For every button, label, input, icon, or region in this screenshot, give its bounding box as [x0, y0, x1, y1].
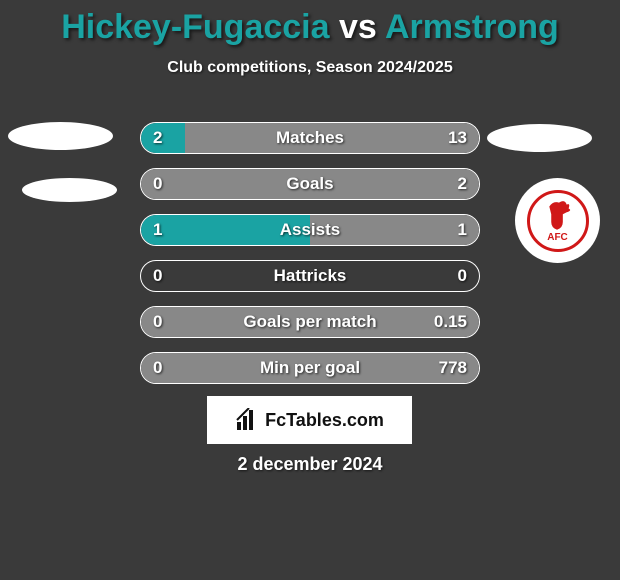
team-badge-inner: AFC	[527, 190, 589, 252]
stat-label: Goals	[141, 169, 479, 199]
logo-text: FcTables.com	[265, 410, 384, 431]
stat-label: Min per goal	[141, 353, 479, 383]
title-vs: vs	[330, 8, 385, 46]
date-text: 2 december 2024	[0, 454, 620, 475]
stat-row: 1Assists1	[140, 214, 480, 246]
stat-row: 0Goals2	[140, 168, 480, 200]
title-left: Hickey-Fugaccia	[61, 8, 329, 46]
title: Hickey-Fugaccia vs Armstrong	[0, 0, 620, 47]
stats-container: 2Matches130Goals21Assists10Hattricks00Go…	[140, 122, 480, 398]
bars-icon	[235, 408, 259, 432]
stat-value-right: 2	[458, 169, 467, 199]
team-badge-right: AFC	[515, 178, 600, 263]
stat-value-right: 0.15	[434, 307, 467, 337]
stat-value-right: 1	[458, 215, 467, 245]
stat-value-right: 13	[448, 123, 467, 153]
stat-value-right: 0	[458, 261, 467, 291]
stat-row: 0Min per goal778	[140, 352, 480, 384]
stat-label: Hattricks	[141, 261, 479, 291]
ellipse-right-1	[487, 124, 592, 152]
stat-row: 0Hattricks0	[140, 260, 480, 292]
stat-row: 0Goals per match0.15	[140, 306, 480, 338]
stat-label: Matches	[141, 123, 479, 153]
ellipse-left-1	[8, 122, 113, 150]
fctables-logo: FcTables.com	[207, 396, 412, 444]
stat-label: Goals per match	[141, 307, 479, 337]
badge-text: AFC	[547, 232, 568, 243]
stat-value-right: 778	[439, 353, 467, 383]
subtitle: Club competitions, Season 2024/2025	[0, 59, 620, 77]
title-right: Armstrong	[385, 8, 559, 46]
stat-label: Assists	[141, 215, 479, 245]
stat-row: 2Matches13	[140, 122, 480, 154]
ellipse-left-2	[22, 178, 117, 202]
